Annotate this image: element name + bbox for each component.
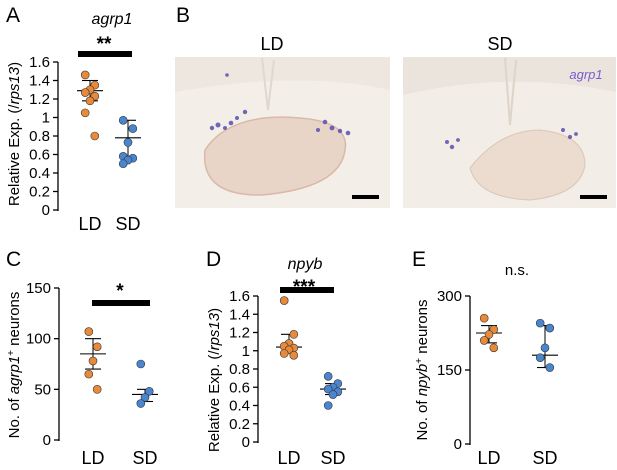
chart-a-y-tick-label: 1.4 <box>29 73 50 90</box>
chart-a-y-tick-label: 0.6 <box>29 147 50 164</box>
chart-e-point-ld <box>484 330 494 339</box>
panel-e-y-axis-title: No. of npyb+ neurons <box>414 300 432 441</box>
chart-a-y-tick-label: 1 <box>42 110 50 127</box>
chart-e-point-ld <box>489 343 499 353</box>
panel-a-significance: ** <box>97 34 112 55</box>
scale-bar-sd <box>580 195 607 199</box>
chart-e-point-sd <box>540 343 550 353</box>
chart-e: 0 150 300 LD SD <box>437 288 558 468</box>
chart-a-point-ld <box>90 131 100 141</box>
chart-c-point-ld <box>88 356 98 366</box>
chart-a: 00.2 0.40.6 0.81 1.21.4 1.6 LD SD <box>29 54 141 234</box>
chart-d-y-tick-label: 0.6 <box>229 379 250 396</box>
panel-c-significance: * <box>116 281 124 302</box>
chart-a-point-sd <box>123 138 133 147</box>
chart-c-point-ld <box>84 327 94 336</box>
chart-c-point-ld <box>84 369 94 379</box>
chart-a-point-sd <box>118 159 128 169</box>
panel-d-y-axis-title: Relative Exp. (/rps13) <box>206 308 223 452</box>
chart-d-x-category-label: SD <box>320 448 345 468</box>
chart-e-point-sd <box>545 323 555 333</box>
chart-a-y-tick-label: 1.2 <box>29 91 50 108</box>
chart-d-y-tick-label: 0 <box>242 434 250 451</box>
chart-d-x-category-label: LD <box>277 448 300 468</box>
chart-a-y-tick-label: 0.4 <box>29 165 50 182</box>
chart-d-point-ld <box>279 349 289 358</box>
chart-a-point-ld <box>85 96 95 106</box>
scale-bar-ld <box>352 195 379 199</box>
chart-c-x-category-label: LD <box>81 448 104 468</box>
micrograph-ld <box>175 57 390 208</box>
chart-c-y-tick-label: 50 <box>34 381 51 398</box>
chart-d-y-tick-label: 1 <box>242 343 250 360</box>
chart-a-point-sd <box>118 115 128 125</box>
chart-c-point-sd <box>140 393 150 402</box>
chart-c-point-sd <box>136 399 146 408</box>
panel-b-gene-tag: agrp1 <box>569 67 602 82</box>
chart-c-point-ld <box>92 342 102 352</box>
chart-d-y-tick-label: 0.2 <box>229 416 250 433</box>
micrograph-sd: agrp1 <box>403 57 616 208</box>
chart-d-y-tick-label: 0.8 <box>229 361 250 378</box>
chart-a-point-ld <box>80 108 90 118</box>
chart-e-x-category-label: LD <box>477 448 500 468</box>
panel-a-gene-title: agrp1 <box>92 11 133 28</box>
chart-a-y-tick-label: 1.6 <box>29 54 50 71</box>
panel-a-y-axis-title: Relative Exp. (/rps13) <box>6 62 23 206</box>
panel-e-significance: n.s. <box>505 262 529 279</box>
chart-c-y-tick-label: 0 <box>43 432 51 449</box>
panel-c-y-axis-title: No. of agrp1+ neurons <box>6 292 24 439</box>
panel-letter-d: D <box>206 248 221 271</box>
panel-b-sd-label: SD <box>487 34 512 54</box>
chart-e-point-sd <box>545 363 555 372</box>
panel-d-significance-bar <box>280 287 334 293</box>
panel-d-gene-title: npyb <box>288 256 323 273</box>
chart-e-y-tick-label: 150 <box>437 362 462 379</box>
chart-d-y-tick-label: 1.4 <box>229 306 250 323</box>
chart-c-point-sd <box>136 359 146 369</box>
chart-d-y-tick-label: 1.2 <box>229 325 250 342</box>
chart-c-y-tick-label: 150 <box>26 280 51 297</box>
panel-letter-e: E <box>412 248 426 271</box>
panel-letter-c: C <box>6 248 21 271</box>
chart-d-y-tick-label: 0.4 <box>229 398 250 415</box>
chart-c-y-tick-label: 100 <box>26 331 51 348</box>
panel-b-ld-label: LD <box>260 34 283 54</box>
chart-a-point-sd <box>128 124 138 133</box>
panel-c-significance-bar <box>92 300 150 306</box>
chart-c-x-category-label: SD <box>132 448 157 468</box>
chart-e-x-category-label: SD <box>532 448 557 468</box>
chart-e-y-tick-label: 300 <box>437 288 462 305</box>
chart-d-point-ld <box>279 296 289 305</box>
chart-d-y-tick-label: 1.6 <box>229 288 250 305</box>
chart-e-point-ld <box>479 336 489 345</box>
chart-a-y-tick-label: 0.8 <box>29 128 50 145</box>
chart-e-point-sd <box>535 353 545 362</box>
panel-a-significance-bar <box>78 51 132 57</box>
chart-d-point-ld <box>289 330 299 339</box>
chart-a-y-tick-label: 0.2 <box>29 184 50 201</box>
chart-a-point-ld <box>80 70 90 80</box>
panel-letter-a: A <box>6 4 20 27</box>
chart-d-point-sd <box>323 384 333 394</box>
chart-d-point-sd <box>328 390 338 399</box>
chart-c-point-ld <box>92 385 102 394</box>
chart-c: 0 50 100 150 LD SD <box>26 280 158 468</box>
chart-e-point-ld <box>479 313 489 323</box>
chart-a-x-category-label: SD <box>115 214 140 234</box>
chart-a-x-category-label: LD <box>78 214 101 234</box>
chart-d-point-sd <box>323 371 333 381</box>
chart-d: 00.20.4 0.60.811.2 1.41.6 LD SD <box>229 288 346 468</box>
chart-e-point-sd <box>535 318 545 328</box>
chart-c-point-sd <box>144 387 154 396</box>
chart-d-point-sd <box>323 401 333 410</box>
panel-letter-b: B <box>176 4 190 27</box>
chart-e-y-tick-label: 0 <box>454 436 462 453</box>
chart-d-point-ld <box>289 351 299 360</box>
chart-a-point-ld <box>80 88 90 97</box>
chart-a-y-tick-label: 0 <box>42 202 50 219</box>
